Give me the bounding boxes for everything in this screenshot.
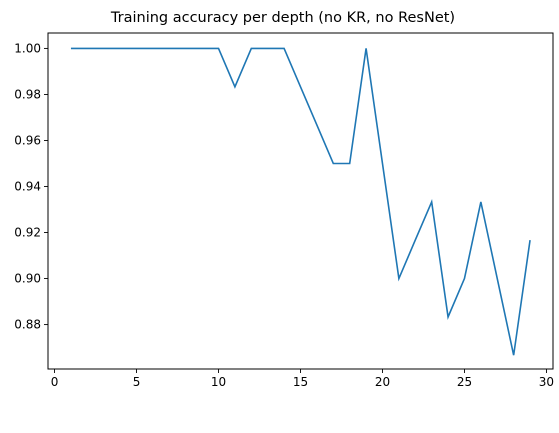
y-tick-label: 1.00 [14, 41, 41, 55]
x-tick-label: 10 [211, 375, 226, 389]
y-tick-label: 0.92 [14, 226, 41, 240]
x-tick-label: 15 [293, 375, 308, 389]
series-line [70, 47, 531, 356]
y-axis: 0.88 0.90 0.92 0.94 0.96 0.98 1.00 [14, 41, 48, 332]
y-tick-label: 0.94 [14, 180, 41, 194]
series-layer [70, 47, 531, 356]
y-tick-label: 0.90 [14, 272, 41, 286]
chart-title: Training accuracy per depth (no KR, no R… [110, 10, 455, 26]
y-tick-label: 0.96 [14, 133, 41, 147]
x-tick-label: 25 [457, 375, 472, 389]
y-tick-label: 0.98 [14, 87, 41, 101]
x-tick-label: 30 [539, 375, 554, 389]
x-tick-label: 5 [133, 375, 141, 389]
plot-frame [47, 32, 554, 370]
x-tick-label: 20 [375, 375, 390, 389]
x-tick-label: 0 [51, 375, 59, 389]
x-axis: 0 5 10 15 20 25 30 [51, 369, 554, 389]
y-tick-label: 0.88 [14, 318, 41, 332]
